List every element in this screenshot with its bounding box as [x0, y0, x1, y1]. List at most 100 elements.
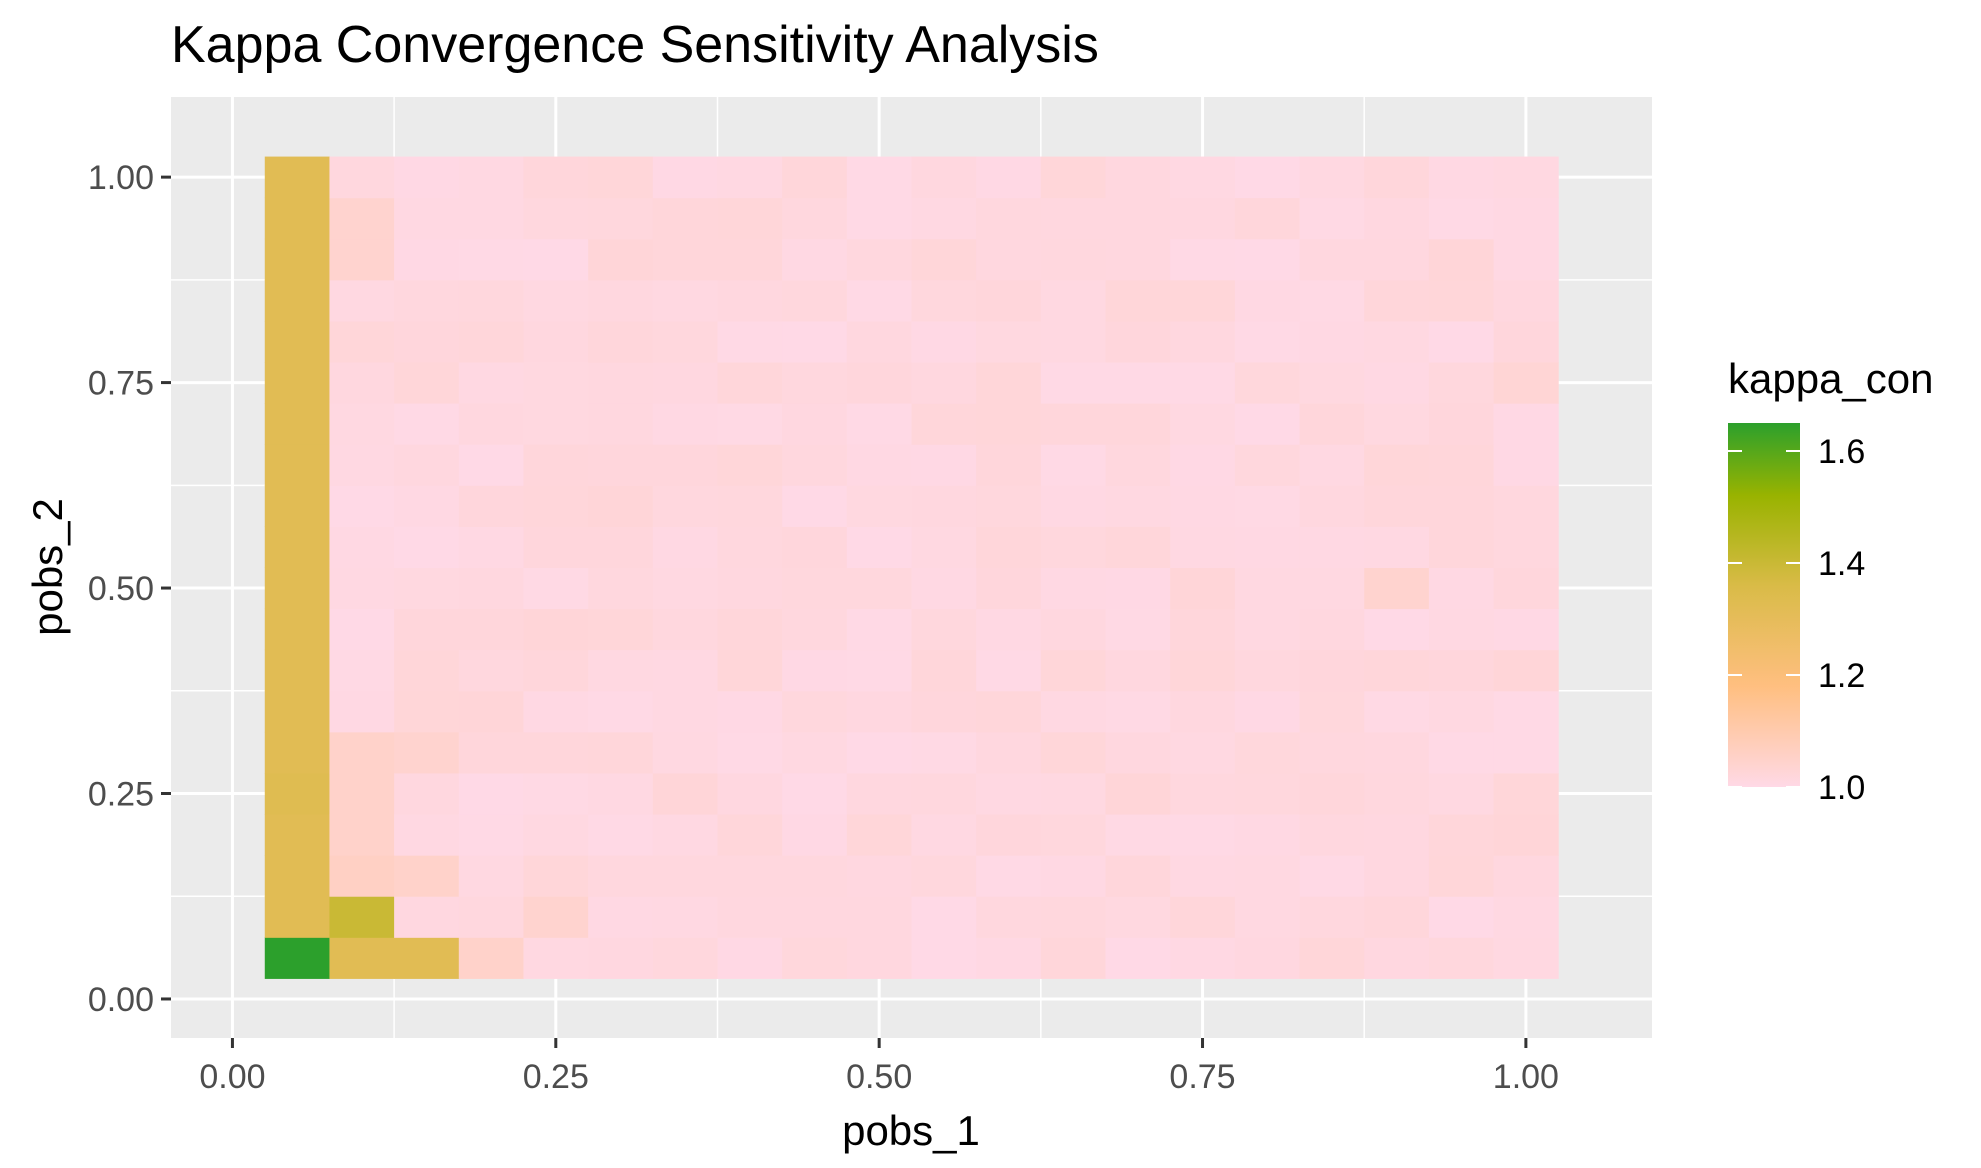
heatmap-cell [911, 403, 977, 445]
heatmap-cell [1493, 937, 1559, 979]
heatmap-cell [1428, 485, 1495, 527]
heatmap-cell [588, 855, 654, 897]
heatmap-cell [846, 485, 912, 527]
heatmap-cell [588, 403, 654, 445]
heatmap-cell [329, 608, 395, 651]
heatmap-cell [911, 690, 977, 733]
heatmap-cell [652, 690, 718, 733]
heatmap-cell [1299, 937, 1365, 979]
heatmap-cell [394, 567, 460, 610]
heatmap-cell [523, 403, 589, 445]
heatmap-cell [911, 279, 977, 322]
heatmap-cell [523, 320, 589, 363]
heatmap-cell [394, 937, 460, 979]
heatmap-cell [911, 855, 977, 897]
legend-title: kappa_con [1728, 355, 1934, 402]
heatmap-cell [1234, 731, 1301, 774]
heatmap-cell [523, 444, 589, 486]
heatmap-cell [1170, 362, 1236, 404]
heatmap-cell [1428, 731, 1495, 774]
heatmap-cell [782, 156, 848, 199]
heatmap-cell [1105, 567, 1171, 610]
heatmap-cell [588, 567, 654, 610]
heatmap-cell [911, 567, 977, 610]
heatmap-cell [1170, 444, 1236, 486]
heatmap-cell [652, 320, 718, 363]
heatmap-cell [1040, 814, 1107, 856]
heatmap-cell [329, 279, 395, 322]
heatmap-cell [976, 403, 1042, 445]
heatmap-cell [588, 156, 654, 199]
heatmap-cell [1364, 814, 1430, 856]
heatmap-cell [846, 896, 912, 938]
heatmap-cell [394, 362, 460, 404]
heatmap-cell [1364, 197, 1430, 240]
heatmap-cell [1493, 731, 1559, 774]
heatmap-cell [1040, 731, 1107, 774]
heatmap-cell [1364, 690, 1430, 733]
heatmap-cell [976, 937, 1042, 979]
heatmap-cell [264, 896, 330, 938]
heatmap-cell [652, 937, 718, 979]
heatmap-cell [652, 197, 718, 240]
heatmap-cell [976, 649, 1042, 692]
heatmap-cell [976, 690, 1042, 733]
heatmap-cell [329, 197, 395, 240]
heatmap-cell [782, 608, 848, 651]
heatmap-cell [1428, 279, 1495, 322]
y-axis-ticks: 0.00 0.25 0.50 0.75 1.00 [88, 159, 171, 1019]
heatmap-cell [394, 238, 460, 281]
heatmap-cell [1170, 896, 1236, 938]
heatmap-cell [264, 362, 330, 404]
heatmap-cell [652, 526, 718, 568]
heatmap-cell [264, 649, 330, 692]
heatmap-cell [911, 485, 977, 527]
heatmap-cell [523, 526, 589, 568]
heatmap-cell [1299, 608, 1365, 651]
heatmap-cell [588, 444, 654, 486]
heatmap-cell [1364, 444, 1430, 486]
heatmap-cell [523, 567, 589, 610]
heatmap-cell [523, 362, 589, 404]
heatmap-cell [1299, 649, 1365, 692]
heatmap-cell [976, 855, 1042, 897]
chart-title: Kappa Convergence Sensitivity Analysis [171, 16, 1099, 74]
heatmap-cell [717, 567, 783, 610]
heatmap-cell [1493, 855, 1559, 897]
heatmap-cell [264, 197, 330, 240]
legend-colorbar [1728, 423, 1800, 787]
heatmap-cell [264, 731, 330, 774]
heatmap-cell [782, 814, 848, 856]
heatmap-cell [976, 156, 1042, 199]
heatmap-cell [1170, 855, 1236, 897]
heatmap-cell [846, 320, 912, 363]
heatmap-cell [458, 362, 524, 404]
heatmap-cell [523, 608, 589, 651]
heatmap-cell [976, 279, 1042, 322]
heatmap-cell [717, 197, 783, 240]
heatmap-cell [1299, 772, 1365, 815]
heatmap-cell [1105, 238, 1171, 281]
heatmap-cell [1364, 772, 1430, 815]
heatmap-cell [588, 362, 654, 404]
heatmap-cell [588, 279, 654, 322]
heatmap-cell [1170, 403, 1236, 445]
heatmap-cell [1040, 279, 1107, 322]
heatmap-cell [458, 731, 524, 774]
heatmap-cell [1493, 403, 1559, 445]
heatmap-cell [458, 567, 524, 610]
heatmap-cell [1428, 937, 1495, 979]
y-tick-label: 0.75 [88, 365, 154, 403]
heatmap-cell [717, 731, 783, 774]
heatmap-cell [329, 690, 395, 733]
heatmap-cell [588, 814, 654, 856]
heatmap-cell [329, 403, 395, 445]
x-tick-label: 1.00 [1493, 1058, 1559, 1096]
heatmap-cell [588, 649, 654, 692]
heatmap-cell [1299, 279, 1365, 322]
heatmap-cell [329, 485, 395, 527]
heatmap-cell [717, 937, 783, 979]
heatmap-cell [1040, 937, 1107, 979]
heatmap-cell [329, 444, 395, 486]
x-tick-label: 0.75 [1169, 1058, 1235, 1096]
